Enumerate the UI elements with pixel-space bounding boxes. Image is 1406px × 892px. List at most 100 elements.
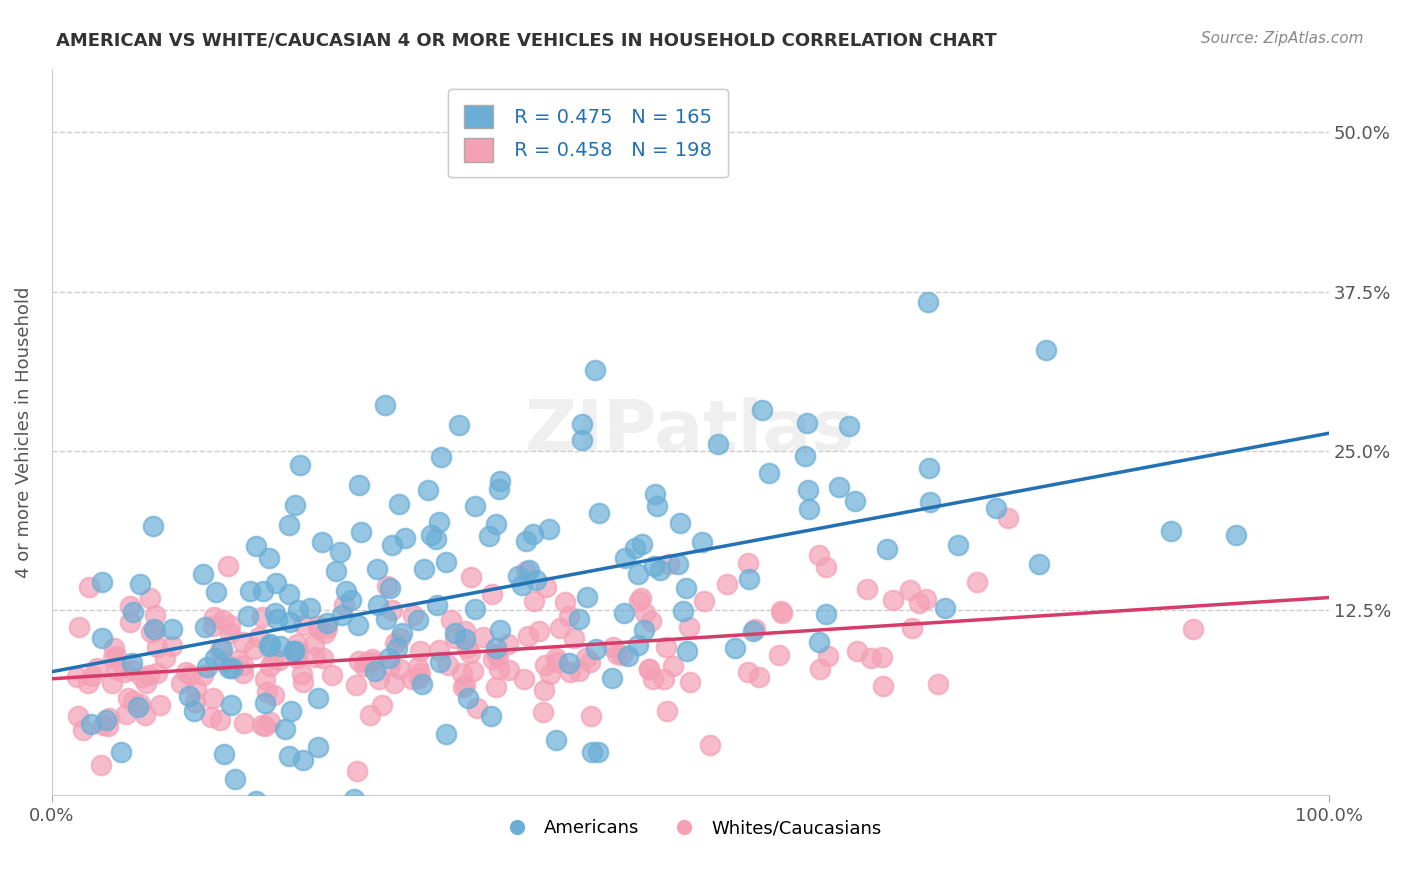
Point [568, 664, 591, 678]
Point [375, 579, 398, 593]
Point [578, 655, 600, 669]
Point [558, 608, 581, 623]
Point [485, 647, 508, 661]
Point [287, 637, 309, 651]
Point [481, 587, 503, 601]
Point [533, 682, 555, 697]
Point [658, 557, 681, 571]
Point [128, 577, 150, 591]
Point [252, 584, 274, 599]
Point [901, 621, 924, 635]
Point [814, 559, 837, 574]
Point [610, 648, 633, 663]
Point [486, 649, 509, 664]
Point [450, 666, 472, 681]
Point [346, 764, 368, 778]
Point [870, 650, 893, 665]
Point [80, 717, 103, 731]
Point [434, 555, 457, 569]
Point [634, 607, 657, 621]
Point [627, 566, 650, 581]
Point [316, 615, 339, 630]
Point [737, 665, 759, 679]
Point [627, 594, 650, 608]
Point [581, 709, 603, 723]
Point [277, 587, 299, 601]
Point [117, 690, 139, 705]
Point [751, 403, 773, 417]
Point [454, 632, 477, 646]
Point [120, 599, 142, 613]
Point [997, 510, 1019, 524]
Point [292, 753, 315, 767]
Point [375, 612, 398, 626]
Point [568, 612, 591, 626]
Point [506, 568, 529, 582]
Point [562, 631, 585, 645]
Point [427, 515, 450, 529]
Point [253, 696, 276, 710]
Point [212, 613, 235, 627]
Point [434, 727, 457, 741]
Point [191, 668, 214, 682]
Point [515, 533, 537, 548]
Point [427, 643, 450, 657]
Point [817, 648, 839, 663]
Point [425, 532, 447, 546]
Point [546, 655, 568, 669]
Point [287, 603, 309, 617]
Point [623, 541, 645, 556]
Point [96, 713, 118, 727]
Point [245, 794, 267, 808]
Point [146, 640, 169, 654]
Point [1028, 557, 1050, 571]
Point [122, 605, 145, 619]
Point [86, 661, 108, 675]
Point [202, 691, 225, 706]
Point [744, 622, 766, 636]
Point [335, 584, 357, 599]
Point [537, 522, 560, 536]
Point [488, 663, 510, 677]
Point [517, 563, 540, 577]
Point [699, 738, 721, 752]
Point [534, 658, 557, 673]
Point [122, 694, 145, 708]
Point [212, 747, 235, 762]
Point [472, 630, 495, 644]
Point [631, 537, 654, 551]
Point [406, 660, 429, 674]
Point [299, 601, 322, 615]
Point [226, 653, 249, 667]
Point [984, 500, 1007, 515]
Point [748, 670, 770, 684]
Point [640, 614, 662, 628]
Point [141, 625, 163, 640]
Point [266, 612, 288, 626]
Point [366, 561, 388, 575]
Point [382, 807, 405, 822]
Point [838, 419, 860, 434]
Point [451, 680, 474, 694]
Point [380, 581, 402, 595]
Point [1160, 524, 1182, 538]
Point [444, 632, 467, 646]
Point [389, 662, 412, 676]
Point [239, 584, 262, 599]
Point [1225, 527, 1247, 541]
Point [91, 574, 114, 589]
Point [616, 649, 638, 664]
Point [768, 648, 790, 663]
Point [571, 433, 593, 447]
Point [515, 565, 537, 579]
Point [679, 675, 702, 690]
Point [602, 640, 624, 654]
Point [346, 678, 368, 692]
Point [343, 792, 366, 806]
Point [385, 640, 408, 655]
Point [211, 642, 233, 657]
Point [882, 592, 904, 607]
Point [353, 659, 375, 673]
Point [347, 654, 370, 668]
Point [121, 663, 143, 677]
